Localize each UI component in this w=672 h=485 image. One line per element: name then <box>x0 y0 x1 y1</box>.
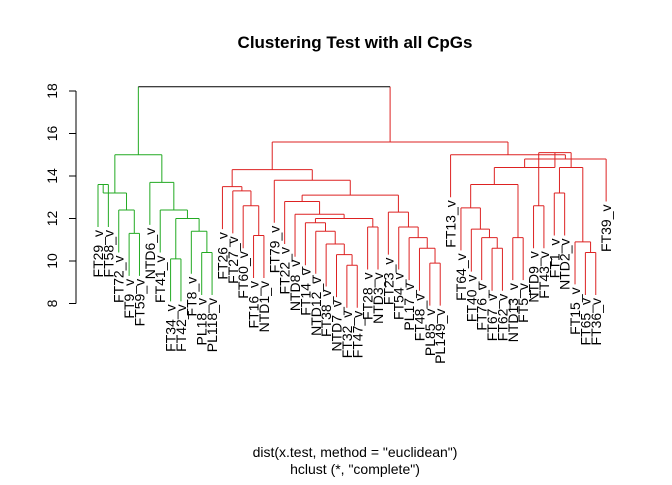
leaf-label: FT58_v <box>100 230 116 277</box>
leaf-label: FT41_v <box>152 256 168 303</box>
leaf-label: NTD8_v <box>287 260 303 311</box>
leaf-label: FT16_v <box>246 281 262 328</box>
leaf-label: PL85_v <box>422 309 438 356</box>
leaf-label: FT43_v <box>536 251 552 298</box>
leaf-label: PL17_v <box>401 283 417 330</box>
x-axis-label: dist(x.test, method = "euclidean") <box>253 444 458 460</box>
method-sublabel: hclust (*, "complete") <box>290 461 420 477</box>
leaf-label: FT22_v <box>277 247 293 294</box>
leaf-label: FT38_v <box>318 290 334 337</box>
leaf-label: FT14_v <box>297 268 313 315</box>
leaf-label: FT62_v <box>494 294 510 341</box>
leaf-label: FT29_v <box>90 230 106 277</box>
leaf-label: FT1_v <box>546 239 562 279</box>
leaf-label: FT34_v <box>163 304 179 351</box>
leaf-label: FT79_v <box>266 226 282 273</box>
leaf-label: NTD12_v <box>308 277 324 336</box>
leaf-label: FT23_v <box>380 258 396 305</box>
leaf-label: FT26_v <box>214 232 230 279</box>
y-tick-label: 10 <box>44 253 60 269</box>
leaf-label: FT48_v <box>411 294 427 341</box>
chart-title: Clustering Test with all CpGs <box>238 33 473 52</box>
leaf-label: FT32_v <box>339 311 355 358</box>
leaf-label: FT8_v <box>183 277 199 317</box>
leaf-label: FT47_v <box>349 311 365 358</box>
leaf-label: FT59_v <box>131 279 147 326</box>
leaf-label: FT67_v <box>484 294 500 341</box>
leaf-label: NTD2_v <box>557 239 573 290</box>
leaf-label: NTD3_v <box>370 273 386 324</box>
leaf-labels: FT29_vFT58_vFT72_vFT9_vFT59_vNTD6_vFT41_… <box>90 200 614 364</box>
leaf-label: FT64_v <box>453 253 469 300</box>
leaf-label: FT39_v <box>598 205 614 252</box>
leaf-label: NTD1_v <box>256 281 272 332</box>
leaf-label: FT15_v <box>567 287 583 334</box>
dendrogram-tree <box>97 86 607 308</box>
y-tick-label: 14 <box>44 168 60 184</box>
leaf-label: FT65_v <box>577 298 593 345</box>
leaf-label: PL118_v <box>204 298 220 352</box>
y-tick-label: 12 <box>44 211 60 227</box>
leaf-label: FT5_v <box>515 283 531 323</box>
leaf-label: NTD7_v <box>329 300 345 351</box>
leaf-label: FT36_v <box>588 298 604 345</box>
leaf-label: FT28_v <box>360 273 376 320</box>
leaf-label: PL18_v <box>194 298 210 345</box>
y-tick-label: 8 <box>44 299 60 307</box>
leaf-label: FT76_v <box>474 283 490 330</box>
y-tick-label: 16 <box>44 126 60 142</box>
y-tick-label: 18 <box>44 83 60 99</box>
leaf-label: NTD6_v <box>142 228 158 279</box>
leaf-label: FT13_v <box>443 200 459 247</box>
leaf-label: FT54_v <box>391 273 407 320</box>
leaf-label: NTD13_v <box>505 283 521 342</box>
leaf-label: FT9_v <box>121 279 137 319</box>
leaf-label: FT42_v <box>173 304 189 351</box>
leaf-label: NTD9_v <box>526 251 542 302</box>
y-axis: 8 10 12 14 16 18 <box>44 83 77 307</box>
leaf-label: FT72_v <box>111 256 127 303</box>
leaf-label: FT40_v <box>463 275 479 322</box>
leaf-label: FT60_v <box>235 251 251 298</box>
leaf-label: PL149_v <box>432 309 448 364</box>
leaf-label: FT27_v <box>225 236 241 283</box>
